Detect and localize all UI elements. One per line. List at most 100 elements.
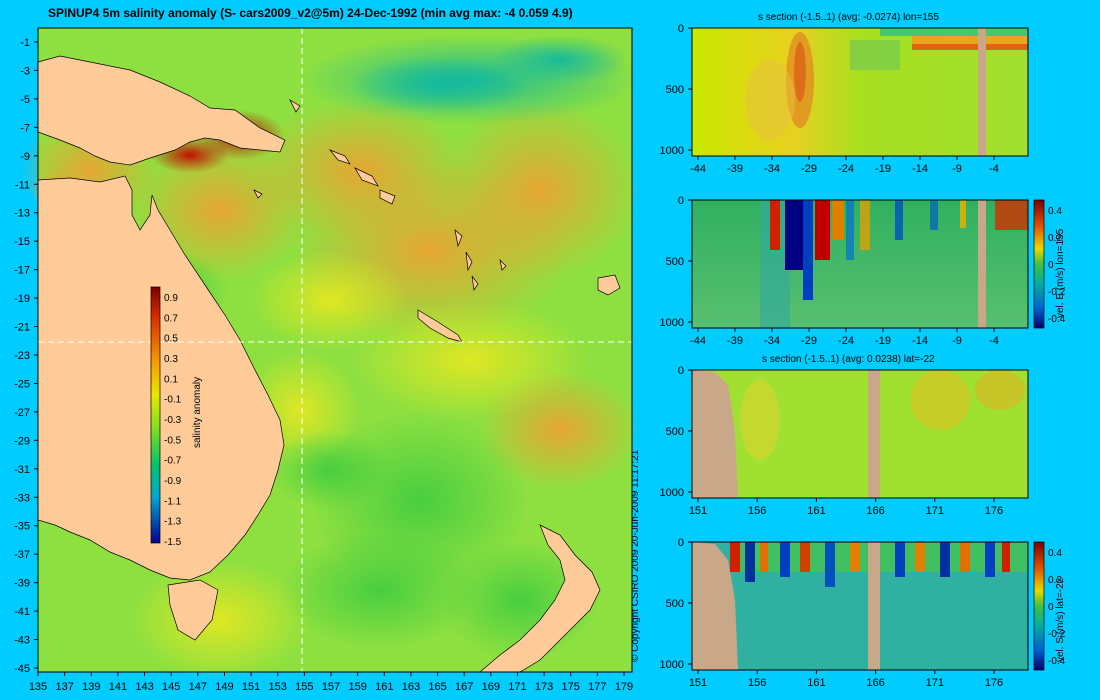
section-x-tick-label: -4 — [989, 163, 999, 175]
section-x-tick-label: 166 — [866, 677, 884, 689]
colorbar-tick-label: -0.9 — [164, 476, 182, 487]
new-caledonia-landmass — [417, 309, 463, 343]
lat-tick-label: -21 — [14, 322, 30, 334]
panel-4-velocity-south-section — [691, 541, 1045, 671]
lat-tick-label: -41 — [14, 606, 30, 618]
section-x-tick-label: -19 — [875, 163, 891, 175]
lon-tick-label: 173 — [535, 681, 553, 693]
section-x-tick-label: -44 — [690, 335, 706, 347]
lat-tick-label: -17 — [14, 265, 30, 277]
map-frame — [37, 27, 633, 673]
section-x-tick-label: -39 — [727, 335, 743, 347]
section-x-tick-label: 161 — [807, 505, 825, 517]
map-lat-ticks: -1 -3 -5 -7 -9 -11 -13 -15 -17 -19 -21 -23 -25 -27 -29… — [14, 37, 38, 675]
map-lon-ticks: 135 137 139 141 143 145 147 149 151 153 155 157 159 1… — [29, 672, 633, 693]
lat-tick-label: -19 — [14, 293, 30, 305]
lon-tick-label: 167 — [455, 681, 473, 693]
lat-tick-label: -37 — [14, 549, 30, 561]
depth-tick-label: 1000 — [660, 145, 684, 157]
lon-tick-label: 175 — [562, 681, 580, 693]
panel-4-colorbar-label: vel. S (m/s) lat=-22 — [1055, 577, 1066, 662]
lon-tick-label: 143 — [135, 681, 153, 693]
lat-tick-label: -27 — [14, 407, 30, 419]
lat-tick-label: -11 — [15, 179, 30, 191]
lat-tick-label: -3 — [20, 65, 30, 77]
colorbar-tick-label: -0.7 — [164, 456, 182, 467]
map-colorbar — [150, 286, 161, 544]
section-x-tick-label: -29 — [801, 163, 817, 175]
section-x-tick-label: -14 — [912, 335, 928, 347]
section-x-tick-label: 156 — [748, 677, 766, 689]
colorbar-tick-label: -1.5 — [164, 537, 182, 548]
lon-tick-label: 179 — [615, 681, 633, 693]
section-x-tick-label: 151 — [689, 677, 707, 689]
velocity-colorbar-tick-label: 0.2 — [1048, 575, 1062, 586]
depth-tick-label: 500 — [666, 256, 684, 268]
pacific-islands — [253, 99, 507, 291]
australia-landmass — [37, 175, 285, 581]
section-x-tick-label: -9 — [952, 335, 962, 347]
lon-tick-label: 139 — [82, 681, 100, 693]
section-x-tick-label: -9 — [952, 163, 962, 175]
main-title: SPINUP4 5m salinity anomaly (S- cars2009… — [48, 6, 573, 20]
lon-tick-label: 151 — [242, 681, 260, 693]
velocity-colorbar-tick-label: 0 — [1048, 602, 1054, 613]
colorbar-tick-label: 0.9 — [164, 293, 178, 304]
section-x-tick-label: 176 — [985, 677, 1003, 689]
colorbar-tick-label: 0.3 — [164, 354, 178, 365]
velocity-colorbar-tick-label: -0.2 — [1048, 287, 1066, 298]
section-x-tick-label: -34 — [764, 335, 780, 347]
depth-tick-label: 500 — [666, 426, 684, 438]
lat-tick-label: -9 — [20, 151, 30, 163]
lat-tick-label: -45 — [14, 663, 30, 675]
lon-tick-label: 177 — [588, 681, 606, 693]
lon-tick-label: 163 — [402, 681, 420, 693]
section-x-tick-label: -4 — [989, 335, 999, 347]
section-x-tick-label: 176 — [985, 505, 1003, 517]
lon-tick-label: 147 — [189, 681, 207, 693]
lon-tick-label: 171 — [508, 681, 526, 693]
depth-tick-label: 500 — [666, 598, 684, 610]
lat-tick-label: -29 — [14, 435, 30, 447]
lat-tick-label: -23 — [14, 350, 30, 362]
velocity-colorbar-tick-label: -0.4 — [1048, 656, 1066, 667]
lat-tick-label: -7 — [20, 122, 30, 134]
lon-tick-label: 145 — [162, 681, 180, 693]
colorbar-tick-label: -0.3 — [164, 415, 182, 426]
panel-ticks: 0 500 1000 -44 -39 -34 -29 -24 -19 -14 -9 -4 0 500 100… — [660, 23, 1066, 689]
velocity-colorbar-tick-label: -0.2 — [1048, 629, 1066, 640]
section-x-tick-label: -14 — [912, 163, 928, 175]
panel-1-title: s section (-1.5..1) (avg: -0.0274) lon=1… — [758, 12, 939, 23]
panel-2-colorbar-label: vel. E (m/s) lon=155 — [1055, 228, 1066, 318]
colorbar-tick-label: 0.7 — [164, 313, 178, 324]
section-x-tick-label: -44 — [690, 163, 706, 175]
panel-3-title: s section (-1.5..1) (avg: 0.0238) lat=-2… — [762, 354, 935, 365]
depth-tick-label: 0 — [678, 23, 684, 35]
lon-tick-label: 137 — [55, 681, 73, 693]
lon-tick-label: 135 — [29, 681, 47, 693]
colorbar-tick-label: -0.1 — [164, 395, 182, 406]
lon-tick-label: 157 — [322, 681, 340, 693]
section-x-tick-label: -24 — [838, 163, 854, 175]
depth-tick-label: 0 — [678, 365, 684, 377]
colorbar-tick-label: 0.5 — [164, 334, 178, 345]
depth-tick-label: 1000 — [660, 487, 684, 499]
new-guinea-landmass — [37, 55, 286, 166]
lon-tick-label: 165 — [428, 681, 446, 693]
section-x-tick-label: 171 — [926, 677, 944, 689]
section-x-tick-label: -34 — [764, 163, 780, 175]
depth-tick-label: 500 — [666, 84, 684, 96]
section-x-tick-label: 156 — [748, 505, 766, 517]
panel-4-colorbar — [1033, 541, 1045, 671]
depth-tick-label: 1000 — [660, 317, 684, 329]
lat-tick-label: -5 — [20, 94, 30, 106]
section-x-tick-label: -39 — [727, 163, 743, 175]
colorbar-tick-label: -1.3 — [164, 517, 182, 528]
lat-tick-label: -1 — [20, 37, 30, 49]
lon-tick-label: 153 — [269, 681, 287, 693]
velocity-colorbar-tick-label: 0.4 — [1048, 206, 1062, 217]
lon-tick-label: 159 — [348, 681, 366, 693]
lon-tick-label: 161 — [375, 681, 393, 693]
panel-2-velocity-east-section — [691, 199, 1045, 329]
lon-tick-label: 169 — [482, 681, 500, 693]
